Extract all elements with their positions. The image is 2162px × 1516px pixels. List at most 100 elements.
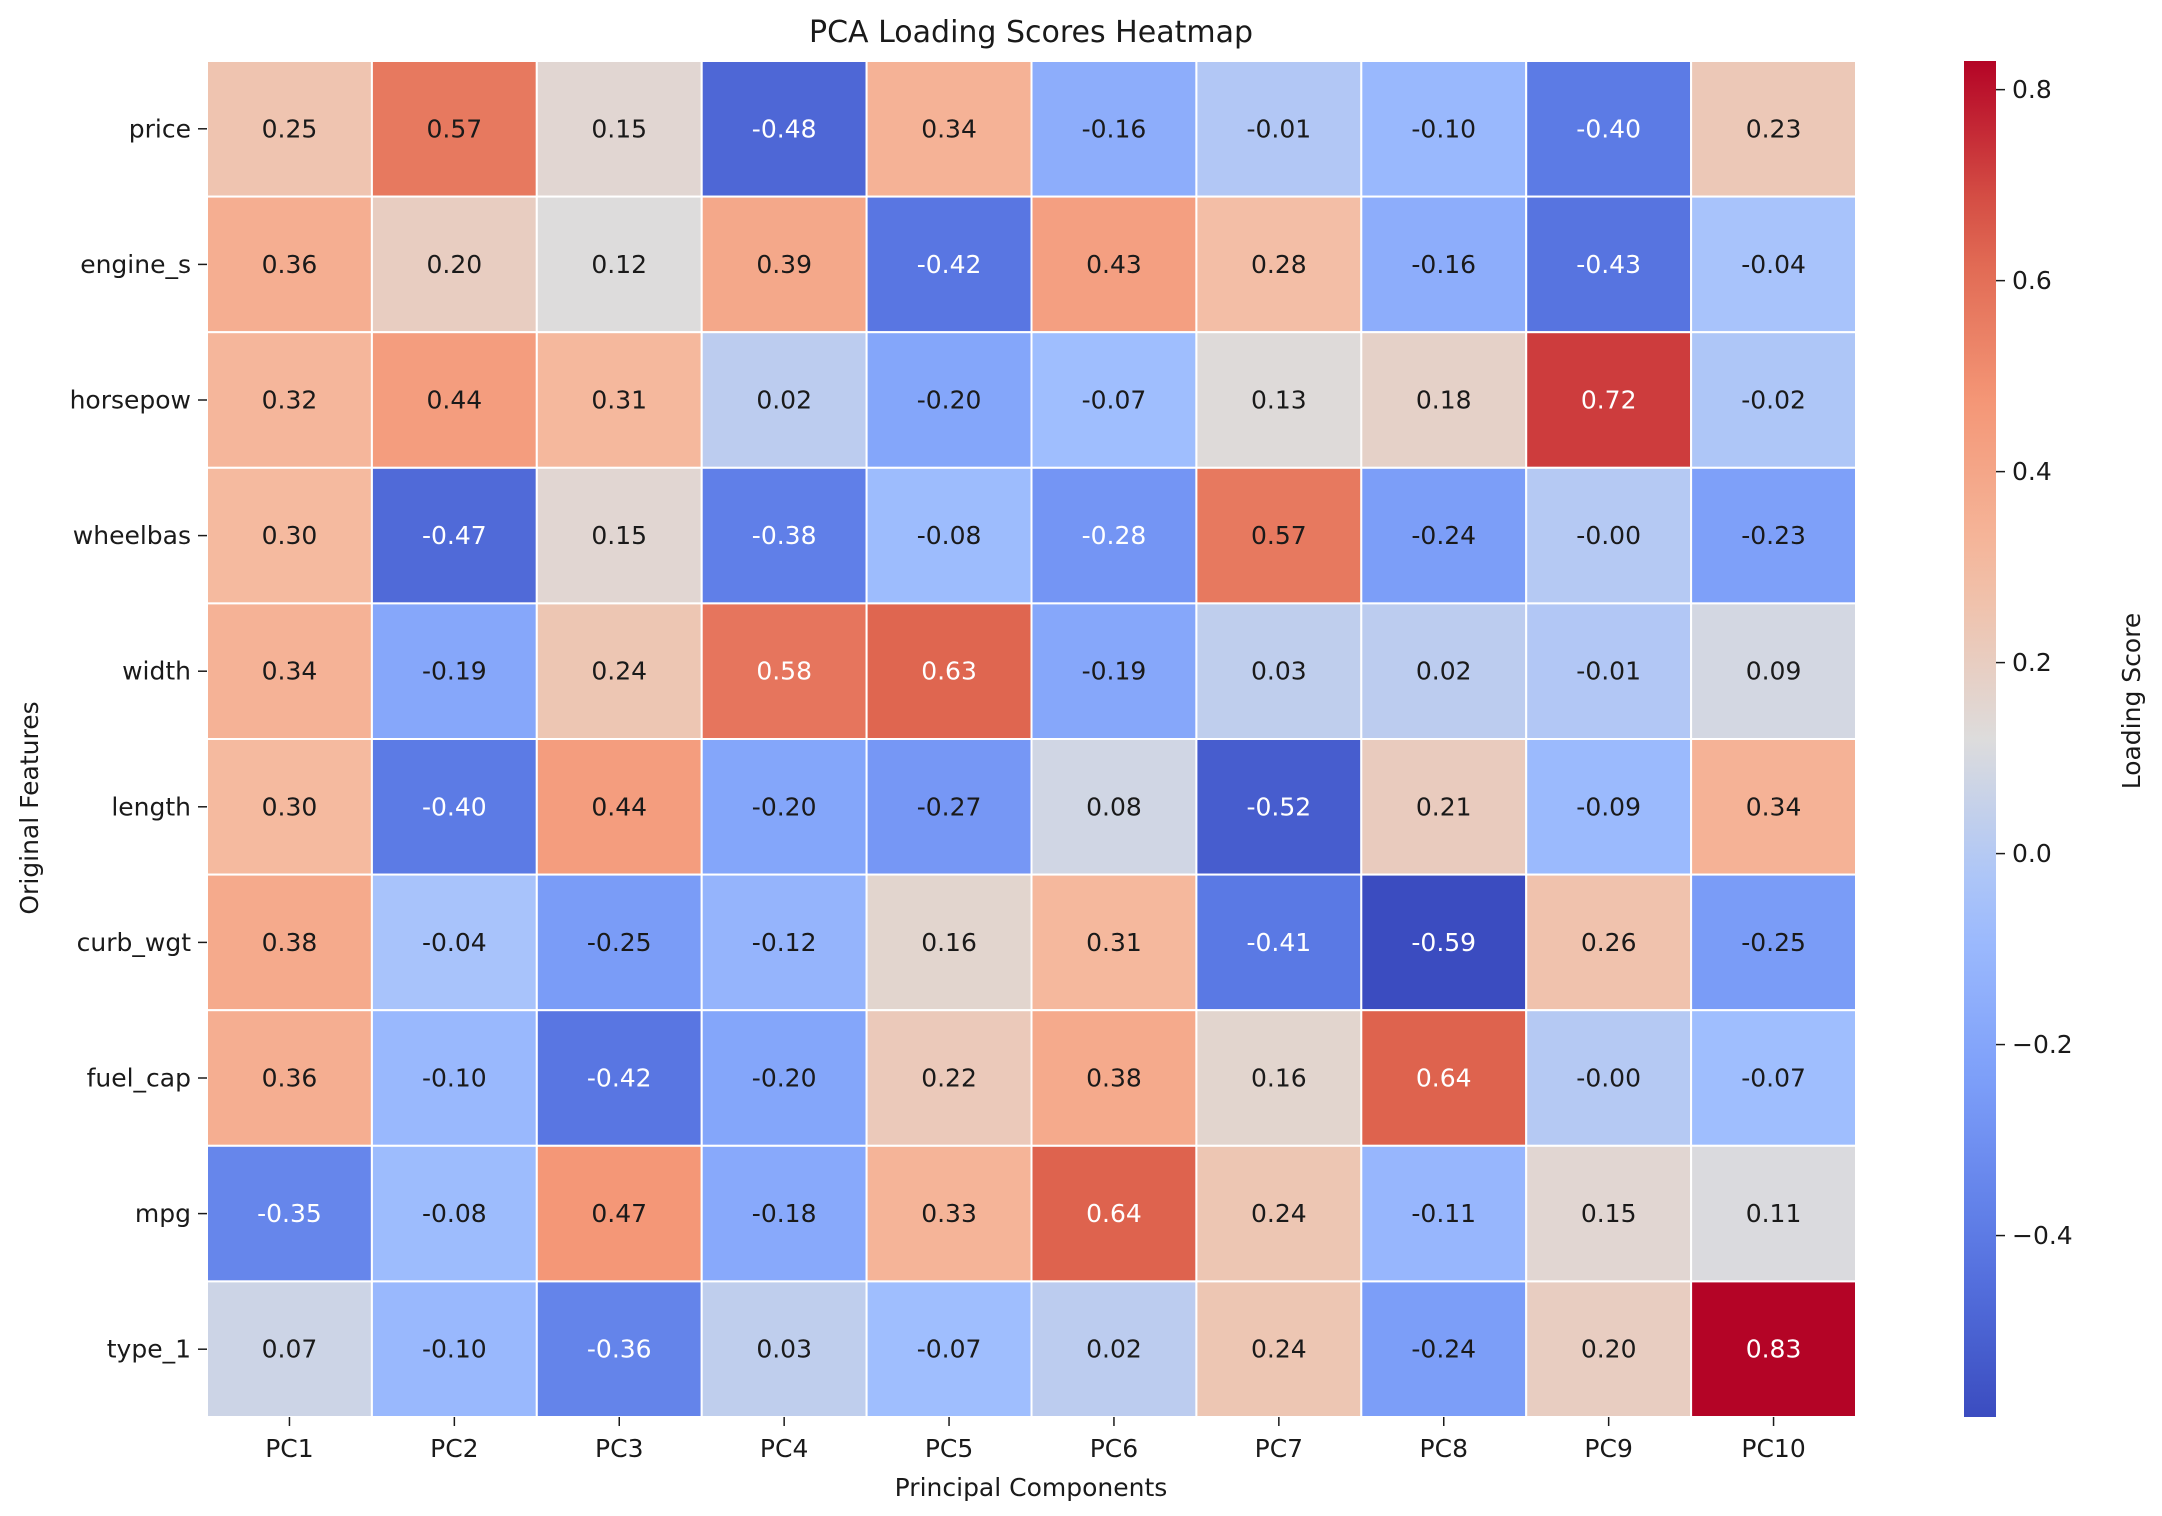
cell-value-label: 0.12 [591, 250, 647, 279]
cell-value-label: 0.72 [1581, 386, 1637, 415]
colorbar-tick-label: 0.2 [2012, 648, 2052, 677]
cell-value-label: 0.30 [262, 792, 318, 821]
cell-value-label: -0.09 [1576, 792, 1641, 821]
cell-value-label: 0.64 [1416, 1064, 1472, 1093]
cell-value-label: -0.47 [422, 521, 487, 550]
heatmap-cell [1030, 1009, 1198, 1147]
heatmap-cell [1690, 466, 1857, 605]
cell-value-label: 0.30 [262, 521, 318, 550]
cell-value-label: 0.36 [262, 250, 318, 279]
cell-value-label: 0.83 [1746, 1335, 1802, 1364]
heatmap-cell [1690, 873, 1857, 1012]
colorbar-tick-label: 0.4 [2012, 457, 2052, 486]
cell-value-label: 0.02 [1086, 1335, 1142, 1364]
heatmap-cell [1690, 331, 1857, 469]
cell-value-label: 0.13 [1251, 386, 1307, 415]
cell-value-label: -0.01 [1576, 657, 1641, 686]
cell-value-label: -0.08 [917, 521, 982, 550]
column-label: PC1 [265, 1434, 313, 1463]
heatmap-cell [535, 1009, 703, 1147]
cell-value-label: -0.00 [1576, 521, 1641, 550]
cell-value-label: -0.40 [1576, 114, 1641, 143]
cell-value-label: 0.38 [262, 928, 318, 957]
cell-value-label: -0.10 [422, 1335, 487, 1364]
row-label: length [111, 792, 191, 821]
heatmap-cell [370, 1280, 538, 1419]
cell-value-label: -0.52 [1247, 792, 1312, 821]
cell-value-label: 0.07 [262, 1335, 318, 1364]
cell-value-label: 0.24 [1251, 1199, 1307, 1228]
heatmap-cell [370, 331, 538, 469]
cell-value-label: -0.25 [1741, 928, 1806, 957]
cell-value-label: 0.03 [756, 1335, 812, 1364]
cell-value-label: -0.04 [422, 928, 487, 957]
cell-value-label: 0.15 [591, 521, 647, 550]
cell-value-label: -0.42 [917, 250, 982, 279]
heatmap-cell [1360, 602, 1528, 741]
row-label: horsepow [70, 386, 191, 415]
cell-value-label: 0.09 [1746, 657, 1802, 686]
cell-value-label: -0.07 [917, 1335, 982, 1364]
chart-title: PCA Loading Scores Heatmap [809, 15, 1253, 50]
heatmap-cell [1525, 1009, 1693, 1147]
cell-value-label: -0.12 [752, 928, 817, 957]
cell-value-label: 0.58 [756, 657, 812, 686]
cell-value-label: -0.28 [1082, 521, 1147, 550]
cell-value-label: 0.34 [262, 657, 318, 686]
cell-value-label: 0.24 [591, 657, 647, 686]
cell-value-label: -0.16 [1411, 250, 1476, 279]
heatmap-cell [1030, 195, 1198, 334]
column-label: PC2 [430, 1434, 478, 1463]
column-label: PC6 [1090, 1434, 1138, 1463]
heatmap-cell [1195, 873, 1363, 1012]
heatmap-cell [1690, 1144, 1857, 1283]
heatmap-cell [1360, 1144, 1528, 1283]
heatmap-cell [370, 1009, 538, 1147]
cell-value-label: 0.31 [1086, 928, 1142, 957]
cell-value-label: -0.20 [752, 1064, 817, 1093]
cell-value-label: -0.24 [1411, 521, 1476, 550]
colorbar-tick-label: −0.4 [2012, 1221, 2073, 1250]
row-label: width [122, 657, 191, 686]
heatmap-cell [1690, 60, 1857, 198]
column-label: PC10 [1741, 1434, 1805, 1463]
heatmap-cell [1525, 466, 1693, 605]
heatmap-cell [370, 60, 538, 198]
heatmap-cell [1525, 195, 1693, 334]
cell-value-label: 0.28 [1251, 250, 1307, 279]
heatmap-cell [1030, 602, 1198, 741]
cell-value-label: -0.18 [752, 1199, 817, 1228]
colorbar-tick-label: 0.0 [2012, 839, 2052, 868]
cell-value-label: -0.20 [752, 792, 817, 821]
heatmap-cell [206, 873, 373, 1012]
heatmap-cell [700, 195, 868, 334]
heatmap-cell [1030, 466, 1198, 605]
cell-value-label: -0.41 [1247, 928, 1312, 957]
heatmap-cell [1525, 331, 1693, 469]
heatmap-cell [1030, 873, 1198, 1012]
heatmap-cell [1195, 195, 1363, 334]
cell-value-label: 0.18 [1416, 386, 1472, 415]
heatmap-cell [1195, 331, 1363, 469]
cell-value-label: 0.15 [591, 114, 647, 143]
heatmap-cell [865, 738, 1033, 876]
cell-value-label: -0.48 [752, 114, 817, 143]
heatmap-cell [206, 738, 373, 876]
heatmap-cell [1360, 466, 1528, 605]
column-label: PC5 [925, 1434, 973, 1463]
cell-value-label: 0.20 [1581, 1335, 1637, 1364]
cell-value-label: 0.34 [921, 114, 977, 143]
heatmap-cell [370, 602, 538, 741]
cell-value-label: -0.07 [1082, 386, 1147, 415]
heatmap-cell [535, 602, 703, 741]
heatmap-cell [1360, 195, 1528, 334]
cell-value-label: -0.59 [1411, 928, 1476, 957]
cell-value-label: 0.25 [262, 114, 318, 143]
x-axis-label: Principal Components [895, 1473, 1168, 1502]
row-label: type_1 [107, 1335, 191, 1364]
cell-value-label: -0.02 [1741, 386, 1806, 415]
heatmap-cell [1030, 1280, 1198, 1419]
colorbar: 0.8 0.6 0.4 0.2 0.0 −0.2 −0.4 [1964, 61, 2073, 1417]
heatmap-cell [700, 1009, 868, 1147]
